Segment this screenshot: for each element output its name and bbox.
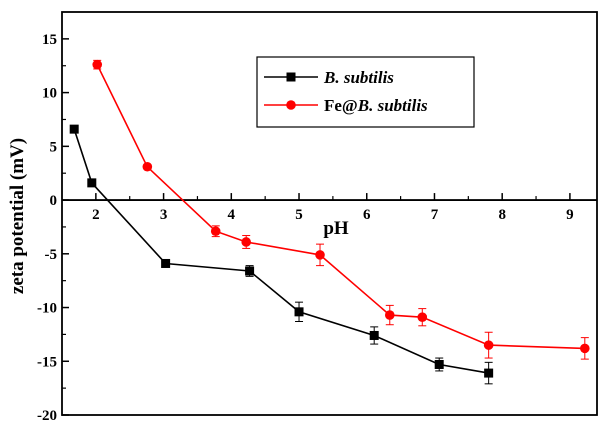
data-point [483,340,494,350]
x-tick-label: 5 [295,207,303,223]
x-axis: 2 3 4 5 6 7 8 9 [62,193,597,223]
y-axis: 15 10 5 0 -5 -10 -15 -20 [37,32,69,424]
data-point [161,258,171,268]
data-point [294,307,304,317]
data-point [245,266,255,276]
legend-item-1: B. subtilis [264,68,394,87]
x-tick-label: 3 [160,207,168,223]
y-tick-label: 0 [50,193,58,209]
x-tick-label: 4 [228,207,236,223]
x-axis-label: pH [323,218,349,239]
y-tick-label: 15 [42,32,57,48]
data-point [369,330,379,340]
series-layer [69,59,590,385]
legend-box [256,56,475,128]
x-tick-label: 6 [363,207,371,223]
legend-marker [286,100,296,110]
data-point [241,237,252,247]
data-point [87,178,97,188]
data-point [315,250,325,260]
y-tick-label: -15 [37,354,57,370]
series-2 [92,59,590,360]
data-point [69,124,79,134]
series-line [73,128,489,374]
y-tick-label: 10 [42,86,57,102]
x-tick-label: 9 [566,207,574,223]
series-1 [69,124,494,385]
y-tick-label: -20 [37,408,57,424]
data-point [142,161,153,172]
plot-frame [61,11,598,416]
data-point [92,59,103,70]
y-tick-label: -10 [37,301,57,317]
data-point [484,368,494,378]
y-tick-label: -5 [45,247,58,263]
y-tick-label: 5 [50,139,58,155]
data-point [210,226,221,237]
x-tick-label: 2 [92,207,100,223]
data-point [417,312,428,323]
y-axis-label: zeta potential (mV) [7,138,28,294]
data-point [434,359,444,369]
data-point [580,343,590,354]
legend-marker [286,72,296,82]
data-point [384,310,395,320]
legend-item-2: Fe@B. subtilis [264,96,428,115]
x-tick-label: 7 [431,207,439,223]
legend-label: Fe@B. subtilis [324,96,428,115]
x-tick-label: 8 [498,207,506,223]
legend-label: B. subtilis [323,68,394,87]
legend: B. subtilis Fe@B. subtilis [256,56,475,128]
